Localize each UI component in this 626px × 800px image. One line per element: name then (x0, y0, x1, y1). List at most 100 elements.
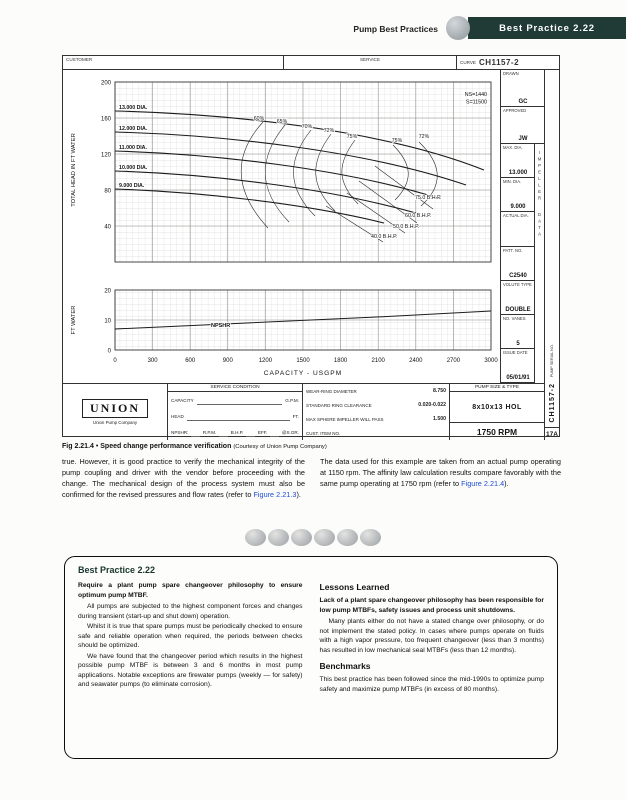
svg-text:9.000 DIA.: 9.000 DIA. (119, 183, 145, 189)
best-practice-left-column: Require a plant pump spare changeover ph… (78, 581, 303, 695)
ring-data-block: WEAR-RING DIAMETER 8.750 STANDARD RING C… (303, 384, 450, 440)
svg-text:2100: 2100 (372, 358, 386, 364)
body-column-left: true. However, it is good practice to ve… (62, 457, 305, 499)
svg-text:11.000 DIA.: 11.000 DIA. (119, 145, 148, 151)
decorative-sphere-icon (446, 16, 470, 40)
blank-line (186, 411, 290, 421)
pump-curve-figure: CUSTOMER SERVICE CURVE CH1157-2 (62, 55, 560, 440)
best-practice-box-title: Best Practice 2.22 (78, 565, 156, 575)
data-vertical-label: DATA (537, 212, 542, 239)
sidebar-row-drawn: DRAWN GC (501, 70, 544, 108)
bhp-labels: 75.0 B.H.P. 60.0 B.H.P. 50.0 B.H.P. 40.0… (370, 194, 442, 241)
sphere-icon (314, 529, 335, 546)
svg-text:50.0 B.H.P.: 50.0 B.H.P. (393, 224, 419, 230)
svg-text:65%: 65% (277, 119, 288, 125)
capacity-row: CAPACITY G.P.M. (168, 392, 302, 408)
x-axis-title: CAPACITY - USGPM (264, 370, 342, 377)
y-axis-title-upper: TOTAL HEAD IN FT WATER (71, 133, 77, 207)
sidebar-row-issue-date: ISSUE DATE 05/01/91 (501, 349, 534, 383)
service-condition-header: SERVICE CONDITION (168, 384, 302, 392)
svg-text:20: 20 (104, 289, 111, 295)
efficiency-labels: 60% 65% 70% 72% 75% 75% 72% (253, 115, 430, 145)
sphere-icon (291, 529, 312, 546)
serial-number-value: CH1157-2 (548, 383, 556, 423)
bp-paragraph-2: Whilst it is true that spare pumps must … (78, 623, 303, 650)
best-practice-box: Best Practice 2.22 Require a plant pump … (64, 556, 558, 759)
head-row: HEAD FT. (168, 408, 302, 424)
caption-bullet: • (95, 443, 99, 450)
service-condition-block: SERVICE CONDITION CAPACITY G.P.M. HEAD F… (168, 384, 303, 440)
svg-text:600: 600 (185, 358, 196, 364)
curve-label: CURVE (460, 60, 476, 65)
max-sphere-row: MAX SPHERE IMPELLER WILL PASS 1.500 (306, 416, 446, 422)
svg-text:40: 40 (104, 225, 111, 231)
efficiency-curves (240, 121, 438, 229)
svg-text:200: 200 (101, 81, 112, 87)
caption-title: Speed change performance verification (100, 443, 232, 450)
x-ticks: 0 300 600 900 1200 1500 1800 2100 2400 2… (113, 358, 498, 364)
svg-text:2400: 2400 (409, 358, 423, 364)
figure-title-bar: CUSTOMER SERVICE CURVE CH1157-2 (63, 56, 559, 70)
y-axis-title-lower: FT WATER (71, 306, 77, 335)
sidebar-row-no-vanes: NO. VANES 5 (501, 315, 534, 349)
svg-text:75%: 75% (392, 138, 403, 144)
curve-number: CH1157-2 (479, 58, 520, 67)
datasheet-footer: UNION Union Pump Company SERVICE CONDITI… (63, 383, 544, 440)
specific-speed-labels: NS=1440 S=11500 (465, 92, 487, 106)
pump-performance-chart: TOTAL HEAD IN FT WATER FT WATER CAPACITY… (71, 81, 498, 378)
svg-text:1500: 1500 (296, 358, 310, 364)
curve-data-sidebar: DRAWN GC APPROVED JW MAX. DIA. 13.000 (500, 70, 544, 383)
sidebar-row-actual-dia: ACTUAL DIA. (501, 212, 534, 247)
sidebar-row-approved: APPROVED JW (501, 107, 544, 145)
figure-2-21-3-link[interactable]: Figure 2.21.3 (253, 489, 297, 499)
y-ticks-upper: 200 160 120 80 40 (101, 81, 112, 231)
bp-paragraph-1: All pumps are subjected to the highest c… (78, 603, 303, 620)
sphere-icon (360, 529, 381, 546)
svg-text:120: 120 (101, 153, 112, 159)
body-column-right: The data used for this example are taken… (320, 457, 561, 488)
svg-text:160: 160 (101, 117, 112, 123)
svg-text:40.0 B.H.P.: 40.0 B.H.P. (371, 234, 397, 240)
caption-courtesy: (Courtesy of Union Pump Company) (233, 444, 327, 450)
left-paragraph: true. However, it is good practice to ve… (62, 457, 305, 499)
lessons-paragraph: Many plants either do not have a stated … (319, 618, 545, 654)
blank-line (246, 427, 255, 437)
svg-text:70%: 70% (302, 124, 313, 130)
best-practice-badge: Best Practice 2.22 (468, 17, 626, 39)
ring-clearance-row: STANDARD RING CLEARANCE 0.020-0.022 (306, 402, 446, 408)
npshr-label: NPSHR (211, 323, 230, 329)
figure-2-21-4-link[interactable]: Figure 2.21.4 (461, 478, 505, 488)
curve-number-cell: CURVE CH1157-2 (457, 56, 559, 69)
pump-size-value: 8x10x13 HOL (450, 392, 544, 423)
wear-ring-row: WEAR-RING DIAMETER 8.750 (306, 388, 446, 394)
service-label: SERVICE (284, 56, 457, 69)
blank-line (191, 427, 200, 437)
svg-text:1200: 1200 (259, 358, 273, 364)
union-pump-logo: UNION Union Pump Company (63, 384, 168, 440)
benchmarks-heading: Benchmarks (319, 661, 371, 672)
svg-text:60.0 B.H.P.: 60.0 B.H.P. (405, 213, 431, 219)
lessons-learned-heading: Lessons Learned (319, 582, 390, 592)
impeller-vertical-label: IMPELLER (537, 150, 542, 203)
sidebar-row-min-dia: MIN. DIA. 9.000 (501, 178, 534, 213)
decorative-sphere-row (0, 529, 626, 546)
svg-text:1800: 1800 (334, 358, 348, 364)
npshr-curve (114, 310, 492, 330)
diameter-curves (114, 110, 485, 224)
svg-text:80: 80 (104, 189, 111, 195)
svg-text:75%: 75% (347, 134, 358, 140)
svg-text:0: 0 (108, 349, 112, 355)
cust-item-row: CUST. ITEM NO. (306, 430, 341, 436)
svg-text:10: 10 (104, 319, 111, 325)
figure-number: Fig 2.21.4 (62, 443, 94, 450)
pump-size-block: PUMP SIZE & TYPE 8x10x13 HOL 1750 RPM (450, 384, 544, 440)
diameter-labels: 13.000 DIA. 12.000 DIA. 11.000 DIA. 10.0… (118, 104, 149, 190)
union-wordmark: UNION (81, 399, 148, 418)
svg-text:2700: 2700 (447, 358, 461, 364)
sheet-number: 17A (545, 427, 559, 440)
pump-size-header: PUMP SIZE & TYPE (450, 384, 544, 392)
sidebar-row-volute-type: VOLUTE TYPE DOUBLE (501, 281, 534, 315)
svg-text:3000: 3000 (484, 358, 498, 364)
blank-line (196, 395, 283, 405)
customer-label: CUSTOMER (63, 56, 284, 69)
